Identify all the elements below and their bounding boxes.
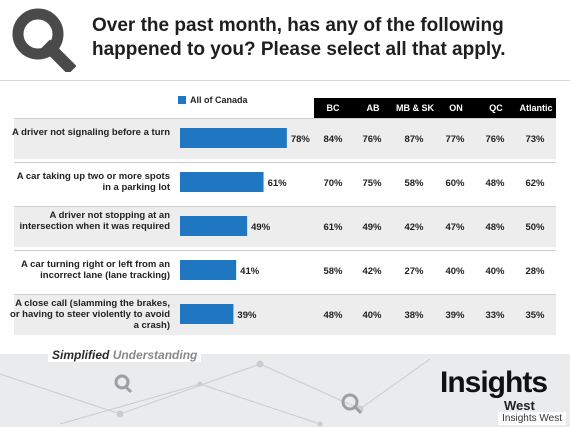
bar-chart: 78% 84% 76% 87% 77% 76% 73% 61% 70% 75% 58% 60% 48% 6…: [180, 128, 545, 324]
tagline-part-b: Understanding: [112, 348, 198, 362]
region-value-cell: 42%: [362, 266, 382, 277]
bar-value-label: 49%: [251, 222, 271, 233]
row-label: A driver not stopping at an intersection…: [19, 210, 170, 232]
region-header: Atlantic: [519, 103, 553, 113]
row-label: A close call (slamming the brakes, or ha…: [10, 298, 170, 331]
region-value-cell: 35%: [525, 310, 545, 321]
brand-logo: Insights: [440, 366, 548, 399]
tagline-part-a: Simplified: [52, 348, 110, 362]
region-value-cell: 50%: [525, 222, 545, 233]
bar-value-label: 78%: [291, 134, 311, 145]
region-value-cell: 27%: [404, 266, 424, 277]
region-value-cell: 75%: [362, 178, 382, 189]
region-value-cell: 77%: [445, 134, 465, 145]
region-value-cell: 40%: [362, 310, 382, 321]
region-value-cell: 76%: [485, 134, 505, 145]
region-value-cell: 48%: [485, 222, 505, 233]
chart-row: A driver not stopping at an intersection…: [14, 206, 556, 247]
chart-question: Over the past month, has any of the foll…: [92, 15, 506, 60]
legend-swatch: [178, 96, 186, 104]
region-value-cell: 42%: [404, 222, 424, 233]
region-value-cell: 40%: [485, 266, 505, 277]
legend: All of Canada: [178, 95, 248, 105]
region-value-cell: 58%: [323, 266, 343, 277]
magnifier-logo-icon: [12, 8, 76, 72]
bar-all-canada: [180, 128, 287, 148]
region-value-cell: 70%: [323, 178, 343, 189]
bar-all-canada: [180, 304, 234, 324]
bar-value-label: 41%: [240, 266, 260, 277]
region-value-cell: 28%: [525, 266, 545, 277]
image-credit: Insights West: [498, 412, 566, 425]
bar-all-canada: [180, 172, 264, 192]
bar-value-label: 39%: [237, 310, 257, 321]
region-header: ON: [449, 103, 463, 113]
region-value-cell: 84%: [323, 134, 343, 145]
region-header: QC: [489, 103, 503, 113]
row-label: A driver not signaling before a turn: [12, 127, 170, 138]
row-label: A car turning right or left from an inco…: [20, 259, 170, 281]
region-value-cell: 48%: [485, 178, 505, 189]
region-value-cell: 40%: [445, 266, 465, 277]
region-value-cell: 47%: [445, 222, 465, 233]
region-header-bar: BC AB MB & SK ON QC Atlantic: [314, 98, 556, 118]
region-header: BC: [326, 103, 340, 113]
region-header: MB & SK: [396, 103, 434, 113]
region-value-cell: 76%: [362, 134, 382, 145]
region-value-cell: 58%: [404, 178, 424, 189]
network-pattern-icon: [0, 358, 431, 427]
region-value-cell: 62%: [525, 178, 545, 189]
chart-row: A close call (slamming the brakes, or ha…: [10, 294, 556, 335]
region-value-cell: 38%: [404, 310, 424, 321]
region-value-cell: 49%: [362, 222, 382, 233]
region-value-cell: 61%: [323, 222, 343, 233]
header: Over the past month, has any of the foll…: [0, 0, 570, 81]
chart-row: A car taking up two or more spots in a p…: [14, 162, 556, 203]
brand-logo-sub: West: [504, 398, 535, 413]
region-value-cell: 48%: [323, 310, 343, 321]
legend-label: All of Canada: [190, 95, 248, 105]
region-value-cell: 39%: [445, 310, 465, 321]
region-value-cell: 73%: [525, 134, 545, 145]
bar-value-label: 61%: [268, 178, 288, 189]
region-value-cell: 33%: [485, 310, 505, 321]
chart-row: A car turning right or left from an inco…: [14, 250, 556, 291]
bar-all-canada: [180, 216, 248, 236]
region-header: AB: [366, 103, 380, 113]
footer-background: [0, 354, 570, 427]
tagline: Simplified Understanding: [48, 348, 202, 362]
row-label: A car taking up two or more spots in a p…: [16, 171, 170, 193]
region-value-cell: 60%: [445, 178, 465, 189]
bar-all-canada: [180, 260, 237, 280]
region-value-cell: 87%: [404, 134, 424, 145]
